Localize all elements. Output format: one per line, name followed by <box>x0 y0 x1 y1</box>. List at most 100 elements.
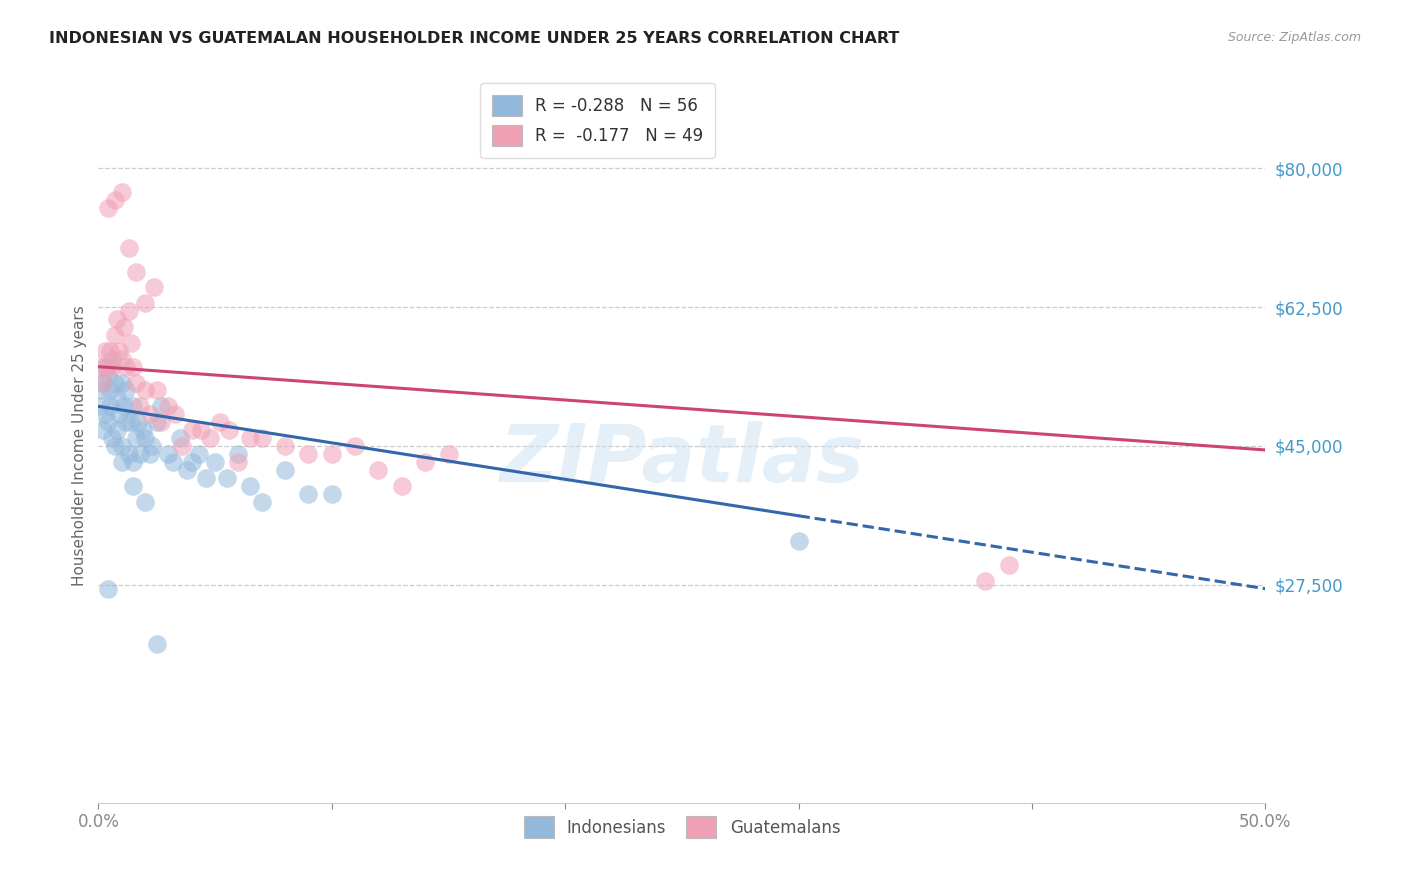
Point <box>150 400 173 414</box>
Point <box>115 359 138 374</box>
Point <box>120 415 142 429</box>
Point <box>118 447 141 461</box>
Point <box>98 343 121 358</box>
Point <box>112 400 135 414</box>
Point <box>111 186 134 200</box>
Point <box>98 384 121 398</box>
Point <box>321 486 343 500</box>
Text: Source: ZipAtlas.com: Source: ZipAtlas.com <box>1227 31 1361 45</box>
Point <box>125 431 148 445</box>
Point <box>91 423 114 437</box>
Point <box>94 359 117 374</box>
Point <box>208 415 231 429</box>
Point <box>239 478 262 492</box>
Point <box>157 447 180 461</box>
Point <box>104 328 127 343</box>
Point <box>120 335 142 350</box>
Point <box>274 439 297 453</box>
Point <box>176 463 198 477</box>
Point <box>180 423 202 437</box>
Point <box>146 637 169 651</box>
Point <box>228 455 250 469</box>
Point <box>122 478 145 492</box>
Point <box>101 359 124 374</box>
Point <box>187 447 209 461</box>
Point <box>125 264 148 278</box>
Point <box>105 423 128 437</box>
Point <box>204 455 226 469</box>
Point <box>97 415 120 429</box>
Point <box>172 439 194 453</box>
Point <box>108 407 131 421</box>
Point <box>105 312 128 326</box>
Point <box>90 359 112 374</box>
Point <box>111 455 134 469</box>
Point <box>169 431 191 445</box>
Point <box>118 241 141 255</box>
Point <box>250 494 273 508</box>
Point <box>111 376 134 390</box>
Point <box>132 423 155 437</box>
Point <box>134 384 156 398</box>
Point <box>97 368 120 382</box>
Point <box>101 431 124 445</box>
Point <box>104 439 127 453</box>
Point <box>180 455 202 469</box>
Point <box>118 304 141 318</box>
Text: INDONESIAN VS GUATEMALAN HOUSEHOLDER INCOME UNDER 25 YEARS CORRELATION CHART: INDONESIAN VS GUATEMALAN HOUSEHOLDER INC… <box>49 31 900 46</box>
Point <box>134 296 156 310</box>
Point <box>111 439 134 453</box>
Y-axis label: Householder Income Under 25 years: Householder Income Under 25 years <box>72 306 87 586</box>
Point <box>122 359 145 374</box>
Point <box>297 447 319 461</box>
Point <box>125 376 148 390</box>
Point <box>139 447 162 461</box>
Point <box>437 447 460 461</box>
Point <box>108 343 131 358</box>
Point <box>134 494 156 508</box>
Point <box>165 407 187 421</box>
Point <box>104 376 127 390</box>
Point <box>787 534 810 549</box>
Point <box>115 415 138 429</box>
Point <box>115 384 138 398</box>
Point <box>91 376 114 390</box>
Point <box>139 407 162 421</box>
Point <box>194 471 217 485</box>
Text: ZIPatlas: ZIPatlas <box>499 421 865 500</box>
Point <box>97 582 120 596</box>
Point <box>239 431 262 445</box>
Point <box>112 320 135 334</box>
Point <box>974 574 997 588</box>
Point <box>274 463 297 477</box>
Legend: Indonesians, Guatemalans: Indonesians, Guatemalans <box>517 810 846 845</box>
Point <box>90 384 112 398</box>
Point <box>127 415 149 429</box>
Point <box>141 439 163 453</box>
Point <box>250 431 273 445</box>
Point <box>97 359 120 374</box>
Point <box>94 343 117 358</box>
Point <box>129 400 152 414</box>
Point <box>391 478 413 492</box>
Point <box>146 415 169 429</box>
Point <box>215 471 238 485</box>
Point <box>129 447 152 461</box>
Point <box>101 351 124 366</box>
Point <box>94 407 117 421</box>
Point <box>150 415 173 429</box>
Point <box>146 384 169 398</box>
Point <box>98 400 121 414</box>
Point <box>90 400 112 414</box>
Point <box>344 439 367 453</box>
Point <box>997 558 1019 572</box>
Point <box>200 431 222 445</box>
Point <box>190 423 212 437</box>
Point <box>104 193 127 207</box>
Point <box>105 392 128 406</box>
Point <box>91 376 114 390</box>
Point <box>157 400 180 414</box>
Point <box>367 463 389 477</box>
Point <box>162 455 184 469</box>
Point <box>111 351 134 366</box>
